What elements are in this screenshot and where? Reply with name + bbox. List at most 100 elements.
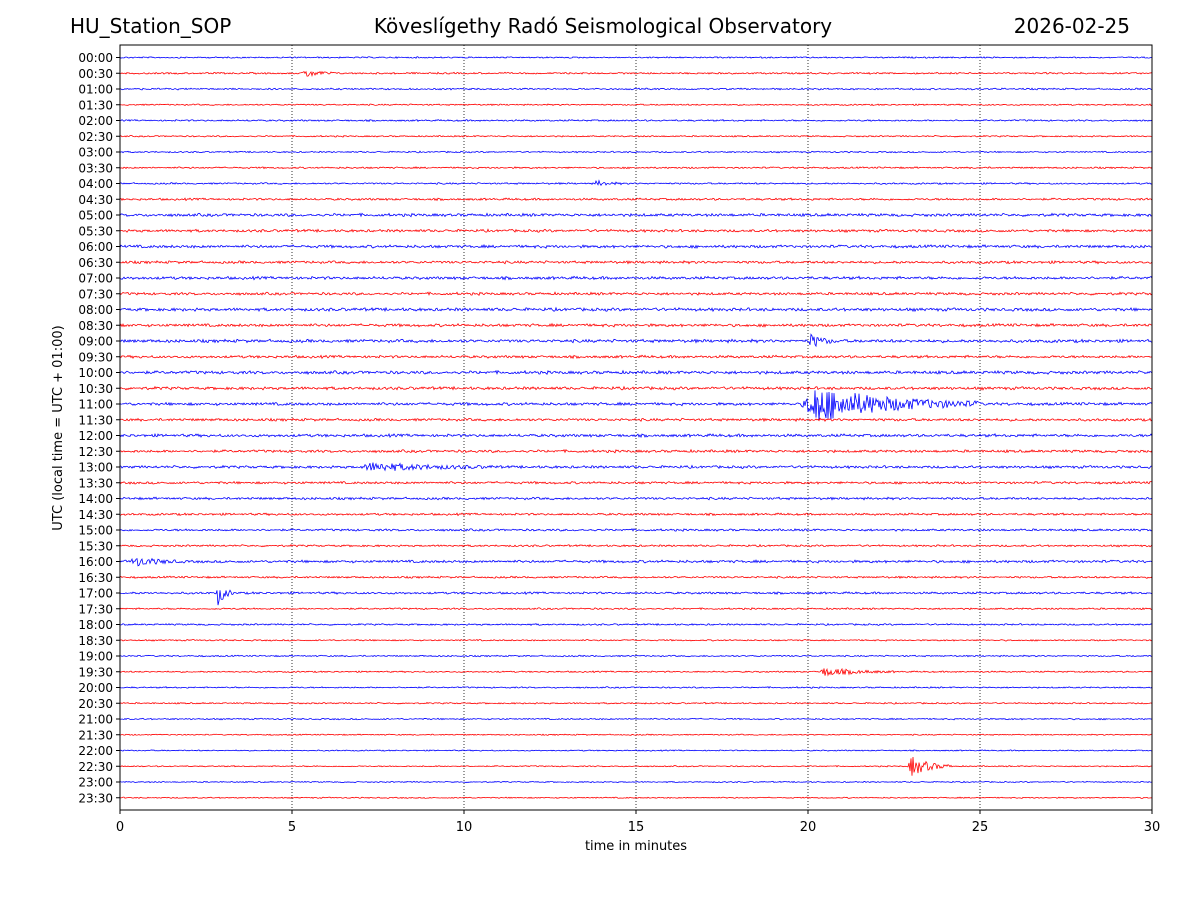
y-tick-label: 17:00 [78,587,113,601]
y-tick-label: 11:30 [78,413,113,427]
trace-1100 [119,390,1153,421]
y-tick-label: 03:30 [78,161,113,175]
trace-2100 [119,717,1153,721]
y-tick-label: 19:30 [78,665,113,679]
y-tick-label: 08:00 [78,303,113,317]
y-tick-label: 05:30 [78,224,113,238]
trace-2300 [119,780,1153,784]
trace-1130 [119,417,1153,423]
y-tick-label: 23:00 [78,776,113,790]
grid-lines [291,45,981,810]
trace-0900 [119,333,1153,348]
y-tick-label: 15:00 [78,524,113,538]
y-tick-label: 07:30 [78,287,113,301]
x-tick-label: 30 [1144,820,1161,835]
y-tick-label: 18:00 [78,618,113,632]
trace-1230 [119,448,1153,454]
trace-0930 [119,354,1153,360]
x-tick-label: 20 [800,820,817,835]
x-tick-label: 15 [628,820,645,835]
trace-0730 [119,291,1153,296]
x-tick-label: 10 [456,820,473,835]
y-tick-label: 22:30 [78,760,113,774]
y-tick-label: 14:00 [78,492,113,506]
trace-1000 [119,369,1153,376]
y-tick-label: 12:00 [78,429,113,443]
x-tick-label: 5 [288,820,296,835]
trace-0300 [119,150,1153,154]
y-tick-label: 10:00 [78,366,113,380]
y-tick-label: 16:00 [78,555,113,569]
y-tick-label: 23:30 [78,791,113,805]
y-tick-label: 13:30 [78,476,113,490]
y-tick-label: 12:30 [78,445,113,459]
y-tick-label: 21:30 [78,728,113,742]
trace-1630 [119,575,1153,579]
trace-0830 [119,322,1153,328]
trace-0600 [119,243,1153,249]
trace-0330 [119,166,1153,170]
y-tick-label: 18:30 [78,634,113,648]
y-tick-label: 02:30 [78,130,113,144]
trace-1030 [119,385,1153,391]
trace-1330 [119,480,1153,485]
x-tick-label: 25 [972,820,989,835]
trace-1930 [119,667,1153,677]
y-tick-label: 19:00 [78,650,113,664]
trace-2230 [119,756,1153,776]
x-axis-label: time in minutes [585,839,687,854]
y-tick-label: 14:30 [78,508,113,522]
trace-1700 [119,589,1153,606]
trace-1400 [119,496,1153,501]
trace-1800 [119,622,1153,626]
y-tick-label: 00:00 [78,51,113,65]
trace-1530 [119,543,1153,548]
trace-0530 [119,228,1153,234]
trace-0030 [119,70,1153,78]
trace-2030 [119,701,1153,705]
y-tick-label: 01:30 [78,98,113,112]
y-tick-label: 09:30 [78,350,113,364]
trace-0630 [119,259,1153,265]
trace-1830 [119,638,1153,642]
trace-2000 [119,686,1153,689]
y-tick-label: 16:30 [78,571,113,585]
y-tick-label: 06:00 [78,240,113,254]
trace-0200 [119,118,1153,123]
y-tick-label: 11:00 [78,398,113,412]
x-tick-label: 0 [116,820,124,835]
y-tick-label: 06:30 [78,256,113,270]
trace-0430 [119,197,1153,202]
trace-2330 [119,796,1153,799]
trace-0800 [119,306,1153,313]
trace-1200 [119,433,1153,439]
seismogram-traces [119,56,1153,799]
y-tick-label: 01:00 [78,83,113,97]
y-tick-label: 03:00 [78,146,113,160]
y-tick-label: 02:00 [78,114,113,128]
y-tick-label: 08:30 [78,319,113,333]
y-tick-label: 20:30 [78,697,113,711]
y-tick-label: 21:00 [78,713,113,727]
observatory-title: Köveslígethy Radó Seismological Observat… [373,14,833,38]
trace-0100 [119,87,1153,91]
trace-1900 [119,654,1153,658]
trace-0130 [119,103,1153,107]
x-axis: 0 5 10 15 20 25 30 [116,810,1160,835]
y-tick-label: 04:00 [78,177,113,191]
trace-1600 [119,557,1153,567]
y-tick-label: 00:30 [78,67,113,81]
trace-0700 [119,275,1153,281]
y-tick-label: 07:00 [78,272,113,286]
trace-0400 [119,179,1153,186]
station-name: HU_Station_SOP [70,14,232,38]
y-tick-label: 22:00 [78,744,113,758]
trace-0500 [119,212,1153,218]
y-tick-label: 09:00 [78,335,113,349]
y-tick-label: 17:30 [78,602,113,616]
trace-1730 [119,607,1153,611]
y-axis-label: UTC (local time = UTC + 01:00) [51,325,66,530]
plot-date: 2026-02-25 [1013,14,1130,38]
